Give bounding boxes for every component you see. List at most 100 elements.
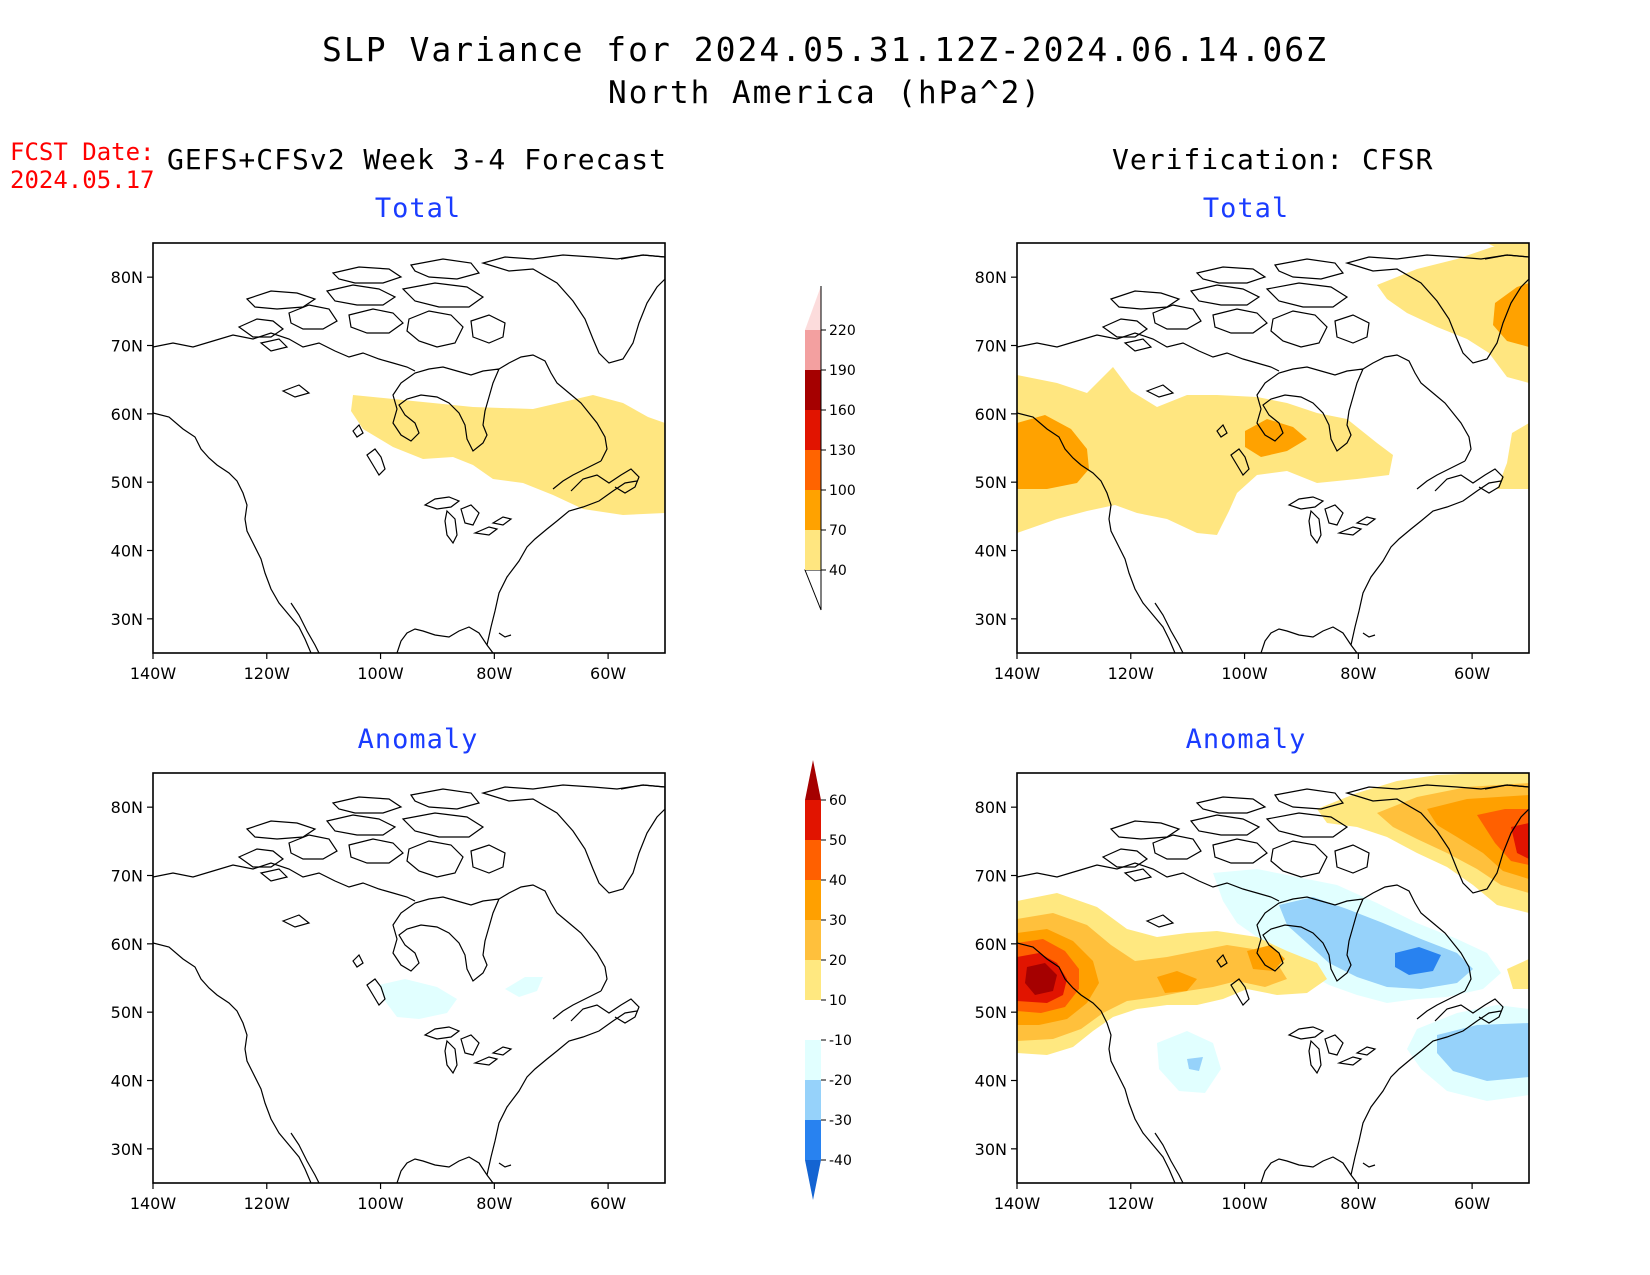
lon-tick-label: 120W: [244, 1194, 291, 1213]
lat-tick-label: 70N: [975, 337, 1007, 356]
lat-tick-label: 80N: [111, 798, 143, 817]
forecast-heading: GEFS+CFSv2 Week 3-4 Forecast: [167, 143, 668, 176]
shading-verification-anomaly-neg20-west: [1187, 1057, 1203, 1071]
map-frame: [1016, 772, 1530, 1184]
colorbar-anomaly-upper-extension: [805, 760, 821, 800]
colorbar-anomaly: -40 -30 -20 -10 10 20 30 40 50 60: [805, 760, 852, 1200]
colorbar-total-swatch: [805, 370, 821, 410]
colorbar-anomaly-label: 30: [829, 913, 847, 929]
fcst-date-label: FCST Date: 2024.05.17: [10, 138, 155, 194]
lon-tick-label: 140W: [130, 664, 177, 683]
colorbar-anomaly-swatch: [805, 840, 821, 880]
colorbar-anomaly-label: -10: [829, 1033, 852, 1049]
lat-tick-label: 30N: [111, 1140, 143, 1159]
colorbar-anomaly-label: -40: [829, 1153, 852, 1169]
shading-verification-anomaly-neg30: [1395, 947, 1441, 975]
subtitle: North America (hPa^2): [608, 75, 1042, 111]
lon-tick-label: 120W: [1108, 1194, 1155, 1213]
lon-tick-label: 80W: [1340, 664, 1376, 683]
colorbar-anomaly-swatch: [805, 920, 821, 960]
colorbar-anomaly-swatch: [805, 1080, 821, 1120]
lat-tick-label: 70N: [111, 337, 143, 356]
colorbar-anomaly-label: 40: [829, 873, 847, 889]
shading-verification-total-40-corner: [1487, 243, 1529, 253]
lon-tick-label: 60W: [1454, 1194, 1490, 1213]
shading-verification-total-40-east: [1497, 423, 1529, 489]
colorbar-total-label: 160: [829, 403, 856, 419]
shading-verification-anomaly-pos20-west: [1017, 913, 1287, 1041]
lat-tick-label: 80N: [975, 268, 1007, 287]
lat-tick-label: 60N: [111, 935, 143, 954]
lon-tick-label: 60W: [590, 1194, 626, 1213]
colorbar-anomaly-lower-extension: [805, 1160, 821, 1200]
colorbar-total-label: 190: [829, 363, 856, 379]
colorbar-total-swatch: [805, 530, 821, 570]
shading-verification-total-70-west: [1017, 415, 1089, 489]
panel-title-verification-total: Total: [1202, 193, 1290, 224]
lon-tick-label: 80W: [476, 664, 512, 683]
colorbar-total-label: 70: [829, 523, 847, 539]
shading-verification-total-70-ne: [1493, 283, 1529, 347]
colorbar-anomaly-swatch: [805, 1120, 821, 1160]
lon-tick-label: 120W: [1108, 664, 1155, 683]
map-panel-forecast-total: [152, 242, 666, 654]
lon-tick-label: 140W: [994, 1194, 1041, 1213]
lat-tick-label: 40N: [111, 1072, 143, 1091]
lon-tick-label: 60W: [590, 664, 626, 683]
panel-title-forecast-total: Total: [374, 193, 462, 224]
shading-verification-anomaly-pos40-ne: [1477, 809, 1529, 865]
lat-tick-label: 30N: [975, 1140, 1007, 1159]
map-frame: [152, 772, 666, 1184]
map-frame: [152, 242, 666, 654]
lon-tick-label: 140W: [130, 1194, 177, 1213]
colorbar-total-swatch: [805, 330, 821, 370]
lon-tick-label: 140W: [994, 664, 1041, 683]
verification-heading: Verification: CFSR: [1112, 143, 1434, 176]
lon-tick-label: 100W: [1221, 1194, 1268, 1213]
colorbar-anomaly-label: -20: [829, 1073, 852, 1089]
panel-title-forecast-anomaly: Anomaly: [357, 724, 479, 755]
shading-verification-total-40-ne: [1377, 243, 1529, 383]
colorbar-total-label: 40: [829, 563, 847, 579]
lon-tick-label: 100W: [357, 664, 404, 683]
shading-verification-anomaly-pos30-mid: [1157, 971, 1197, 993]
map-panel-verification-anomaly: [1016, 772, 1530, 1184]
map-frame: [1016, 242, 1530, 654]
lon-tick-label: 80W: [476, 1194, 512, 1213]
lon-tick-label: 60W: [1454, 664, 1490, 683]
lat-tick-label: 30N: [975, 610, 1007, 629]
colorbar-anomaly-swatch: [805, 1040, 821, 1080]
colorbar-total-swatch: [805, 450, 821, 490]
colorbar-anomaly-swatch: [805, 880, 821, 920]
lat-tick-label: 50N: [975, 473, 1007, 492]
colorbar-total-label: 100: [829, 483, 856, 499]
lat-tick-label: 70N: [111, 867, 143, 886]
lat-tick-label: 80N: [975, 798, 1007, 817]
lat-tick-label: 30N: [111, 610, 143, 629]
colorbar-total: 40 70 100 130 160 190 220: [804, 286, 856, 611]
colorbar-anomaly-swatch: [805, 960, 821, 1000]
fcst-date-value: 2024.05.17: [10, 166, 155, 194]
colorbar-anomaly-label: 10: [829, 993, 847, 1009]
colorbar-anomaly-swatch: [805, 800, 821, 840]
map-panel-verification-total: [1016, 242, 1530, 654]
lat-tick-label: 40N: [111, 542, 143, 561]
colorbar-anomaly-label: 60: [829, 793, 847, 809]
lat-tick-label: 80N: [111, 268, 143, 287]
colorbar-total-label: 130: [829, 443, 856, 459]
colorbar-anomaly-swatch: [805, 1000, 821, 1040]
colorbar-total-label: 220: [829, 323, 856, 339]
lat-tick-label: 40N: [975, 1072, 1007, 1091]
map-panel-forecast-anomaly: [152, 772, 666, 1184]
lat-tick-label: 60N: [111, 405, 143, 424]
colorbar-anomaly-label: 20: [829, 953, 847, 969]
lon-tick-label: 100W: [357, 1194, 404, 1213]
shading-verification-anomaly-pos30-central: [1247, 945, 1285, 971]
fcst-date-caption: FCST Date:: [10, 138, 155, 166]
colorbar-total-lower-extension: [804, 569, 822, 611]
lon-tick-label: 100W: [1221, 664, 1268, 683]
lat-tick-label: 60N: [975, 935, 1007, 954]
shading-verification-anomaly-pos10-east: [1507, 959, 1529, 989]
lat-tick-label: 50N: [111, 1003, 143, 1022]
